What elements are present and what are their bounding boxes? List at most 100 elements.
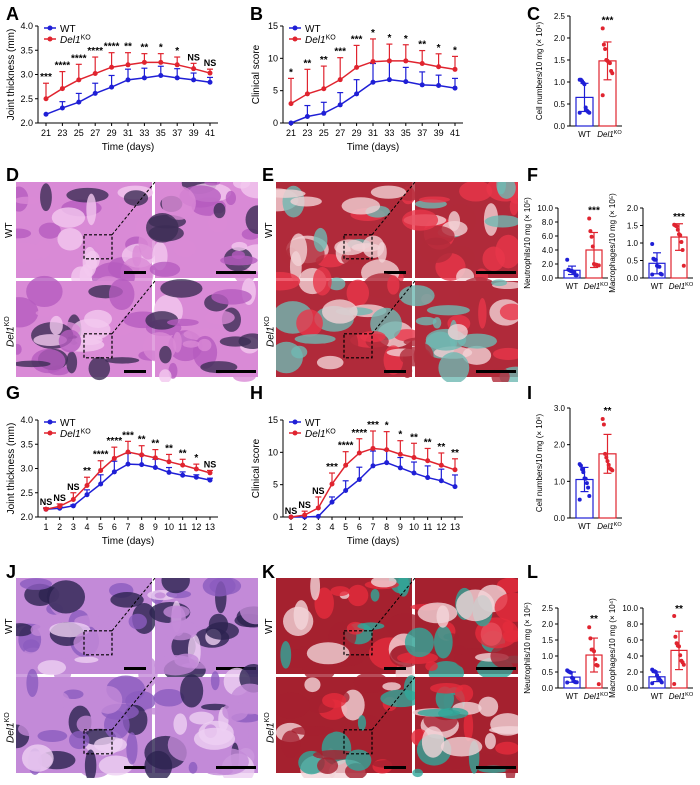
data-point xyxy=(436,82,442,88)
data-point xyxy=(425,458,431,464)
data-point xyxy=(343,487,349,493)
x-tick-label: WT xyxy=(578,130,591,139)
ko-overview-image xyxy=(3,668,156,782)
tissue-texture xyxy=(22,639,40,653)
data-point xyxy=(384,460,390,466)
significance-label: **** xyxy=(87,46,103,57)
x-tick-label: 12 xyxy=(191,522,201,532)
y-tick-label: 4.0 xyxy=(542,246,554,255)
y-tick-label: 1.5 xyxy=(627,222,639,231)
data-point xyxy=(452,66,458,72)
tissue-texture xyxy=(197,338,212,352)
y-tick-label: 10 xyxy=(268,53,278,63)
y-axis-label: Clinical score xyxy=(251,438,262,498)
chart-f-macrophages: 0.0 0.5 1.0 1.5 2.0 Macrophages/10 mg (× 10⁵)… xyxy=(608,193,694,293)
tissue-texture xyxy=(231,241,248,252)
x-axis-label: Time (days) xyxy=(102,536,154,547)
data-point xyxy=(356,476,362,482)
tissue-texture xyxy=(74,656,99,664)
tissue-texture xyxy=(233,371,256,382)
histology-image-grid xyxy=(271,564,533,785)
tissue-texture xyxy=(317,757,339,774)
significance-label: *** xyxy=(326,462,338,473)
scale-bar xyxy=(476,667,516,670)
tissue-texture xyxy=(370,575,397,588)
legend-wt-marker xyxy=(292,25,298,31)
scale-bar xyxy=(384,667,406,670)
x-tick-label: WT xyxy=(566,692,579,701)
inset-connector xyxy=(371,280,416,335)
data-point xyxy=(386,77,392,83)
legend-ko-label: Del1KO xyxy=(305,35,336,47)
x-tick-label: 2 xyxy=(57,522,62,532)
tissue-texture xyxy=(88,356,111,381)
data-point xyxy=(193,474,199,480)
data-point xyxy=(315,513,321,519)
row-label-ko: Del1KO xyxy=(264,316,277,347)
x-tick-label: Del1KO xyxy=(597,130,622,139)
inset-connector xyxy=(111,181,156,236)
x-tick-label: 35 xyxy=(156,128,166,138)
tissue-texture xyxy=(347,584,369,607)
chart-l-neutrophils: 0.0 0.5 1.0 1.5 2.0 2.5 Neutrophils/10 mg (× 1… xyxy=(523,602,609,701)
significance-label: * xyxy=(385,421,389,432)
wt-zoom-image xyxy=(147,567,273,683)
significance-label: NS xyxy=(40,497,53,507)
x-tick-label: 8 xyxy=(384,522,389,532)
x-tick-label: 9 xyxy=(153,522,158,532)
x-tick-label: 6 xyxy=(112,522,117,532)
tissue-texture xyxy=(341,197,381,215)
x-tick-label: 11 xyxy=(423,522,432,532)
tissue-texture xyxy=(19,578,53,590)
significance-label: NS xyxy=(67,482,80,492)
data-point xyxy=(98,481,104,487)
tissue-texture xyxy=(412,768,423,778)
x-tick-label: 7 xyxy=(125,522,130,532)
data-point xyxy=(452,467,458,473)
data-point xyxy=(681,662,686,667)
x-tick-label: Del1KO xyxy=(669,282,694,291)
tissue-texture xyxy=(281,730,301,758)
y-axis-label: Clinical score xyxy=(251,44,262,104)
significance-label: *** xyxy=(351,34,363,45)
x-tick-label: 33 xyxy=(139,128,149,138)
tissue-texture xyxy=(312,266,332,296)
tissue-texture xyxy=(110,592,144,608)
legend-ko-label: Del1KO xyxy=(60,35,91,47)
tissue-texture xyxy=(415,316,437,326)
y-tick-label: 2.5 xyxy=(20,94,33,104)
tissue-texture xyxy=(84,749,97,782)
tissue-texture xyxy=(399,346,432,367)
chart-i-cell-numbers: 0.0 1.0 2.0 3.0 Cell numbers/10 mg (× 10⁶) WT… xyxy=(535,404,622,531)
data-point xyxy=(601,42,606,47)
significance-label: * xyxy=(159,43,163,54)
tissue-texture xyxy=(447,323,468,341)
x-tick-label: 10 xyxy=(164,522,174,532)
legend-ko-marker xyxy=(47,430,53,436)
y-tick-label: 4.0 xyxy=(627,652,639,661)
tissue-texture xyxy=(458,277,500,308)
row-label-ko: Del1KO xyxy=(4,712,17,743)
tissue-texture xyxy=(26,668,39,698)
tissue-texture xyxy=(457,333,497,349)
x-tick-label: 23 xyxy=(302,128,312,138)
data-point xyxy=(43,111,49,117)
data-point xyxy=(583,476,588,481)
data-point xyxy=(76,77,82,83)
tissue-texture xyxy=(211,289,252,305)
data-point xyxy=(321,110,327,116)
x-tick-label: 29 xyxy=(352,128,362,138)
tissue-texture xyxy=(144,707,175,715)
y-tick-label: 1.5 xyxy=(542,636,554,645)
x-tick-label: 29 xyxy=(107,128,117,138)
y-axis-label: Joint thickness (mm) xyxy=(6,423,17,515)
panel-label-f: F xyxy=(527,165,538,185)
tissue-texture xyxy=(149,261,181,277)
data-point xyxy=(321,86,327,92)
tissue-texture xyxy=(310,572,321,601)
row-label-wt: WT xyxy=(4,618,15,634)
data-point xyxy=(370,79,376,85)
data-point xyxy=(587,625,592,630)
inset-connector xyxy=(111,577,156,632)
tissue-texture xyxy=(370,588,380,602)
